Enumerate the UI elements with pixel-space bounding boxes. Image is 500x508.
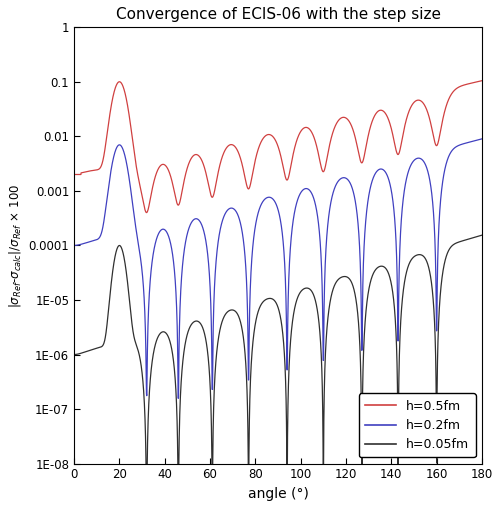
h=0.2fm	[175, 395, 181, 401]
h=0.05fm	[227, 307, 233, 313]
h=0.05fm	[146, 413, 152, 419]
X-axis label: angle (°): angle (°)	[248, 487, 308, 501]
Line: h=0.05fm: h=0.05fm	[74, 235, 482, 508]
h=0.5fm	[406, 107, 412, 113]
h=0.05fm	[71, 352, 77, 358]
h=0.2fm	[227, 205, 233, 211]
h=0.2fm	[406, 165, 412, 171]
Legend: h=0.5fm, h=0.2fm, h=0.05fm: h=0.5fm, h=0.2fm, h=0.05fm	[359, 393, 476, 457]
h=0.5fm	[144, 209, 150, 215]
h=0.5fm	[376, 108, 382, 114]
h=0.5fm	[71, 171, 77, 177]
h=0.05fm	[316, 318, 322, 324]
h=0.5fm	[479, 78, 485, 84]
h=0.05fm	[336, 275, 342, 281]
Line: h=0.2fm: h=0.2fm	[74, 139, 482, 398]
h=0.05fm	[479, 232, 485, 238]
h=0.2fm	[145, 315, 151, 322]
Line: h=0.5fm: h=0.5fm	[74, 81, 482, 212]
h=0.5fm	[336, 116, 342, 122]
h=0.5fm	[146, 206, 152, 212]
h=0.2fm	[336, 177, 342, 183]
h=0.05fm	[406, 260, 412, 266]
h=0.2fm	[71, 242, 77, 248]
h=0.2fm	[479, 136, 485, 142]
h=0.2fm	[376, 167, 382, 173]
Y-axis label: |$\sigma_{Ref}$-$\sigma_{calc}$|/$\sigma_{Ref}$ $\times$ 100: |$\sigma_{Ref}$-$\sigma_{calc}$|/$\sigma…	[7, 183, 23, 307]
h=0.5fm	[316, 152, 322, 158]
Title: Convergence of ECIS-06 with the step size: Convergence of ECIS-06 with the step siz…	[116, 7, 440, 22]
h=0.5fm	[227, 142, 233, 148]
h=0.2fm	[316, 223, 322, 229]
h=0.05fm	[376, 264, 382, 270]
